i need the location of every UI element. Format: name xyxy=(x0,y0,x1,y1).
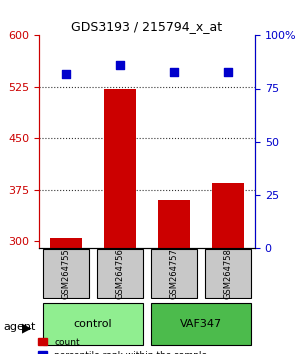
Text: GSM264756: GSM264756 xyxy=(116,248,124,299)
Point xyxy=(226,69,230,74)
FancyBboxPatch shape xyxy=(205,249,251,298)
Text: ▶: ▶ xyxy=(22,321,32,334)
Bar xyxy=(158,200,190,354)
Bar xyxy=(212,183,244,354)
FancyBboxPatch shape xyxy=(43,249,89,298)
Text: VAF347: VAF347 xyxy=(180,319,222,329)
FancyBboxPatch shape xyxy=(97,249,143,298)
Point xyxy=(64,71,68,76)
Point xyxy=(118,62,122,68)
Title: GDS3193 / 215794_x_at: GDS3193 / 215794_x_at xyxy=(71,20,223,33)
Bar xyxy=(50,238,82,354)
Text: GSM264758: GSM264758 xyxy=(224,248,232,299)
FancyBboxPatch shape xyxy=(151,249,197,298)
FancyBboxPatch shape xyxy=(151,303,251,345)
Bar xyxy=(104,89,136,354)
FancyBboxPatch shape xyxy=(43,303,143,345)
Text: GSM264755: GSM264755 xyxy=(61,248,70,299)
Text: agent: agent xyxy=(3,322,35,332)
Legend: count, percentile rank within the sample: count, percentile rank within the sample xyxy=(34,334,211,354)
Point xyxy=(172,69,176,74)
Text: GSM264757: GSM264757 xyxy=(169,248,178,299)
Text: control: control xyxy=(74,319,112,329)
